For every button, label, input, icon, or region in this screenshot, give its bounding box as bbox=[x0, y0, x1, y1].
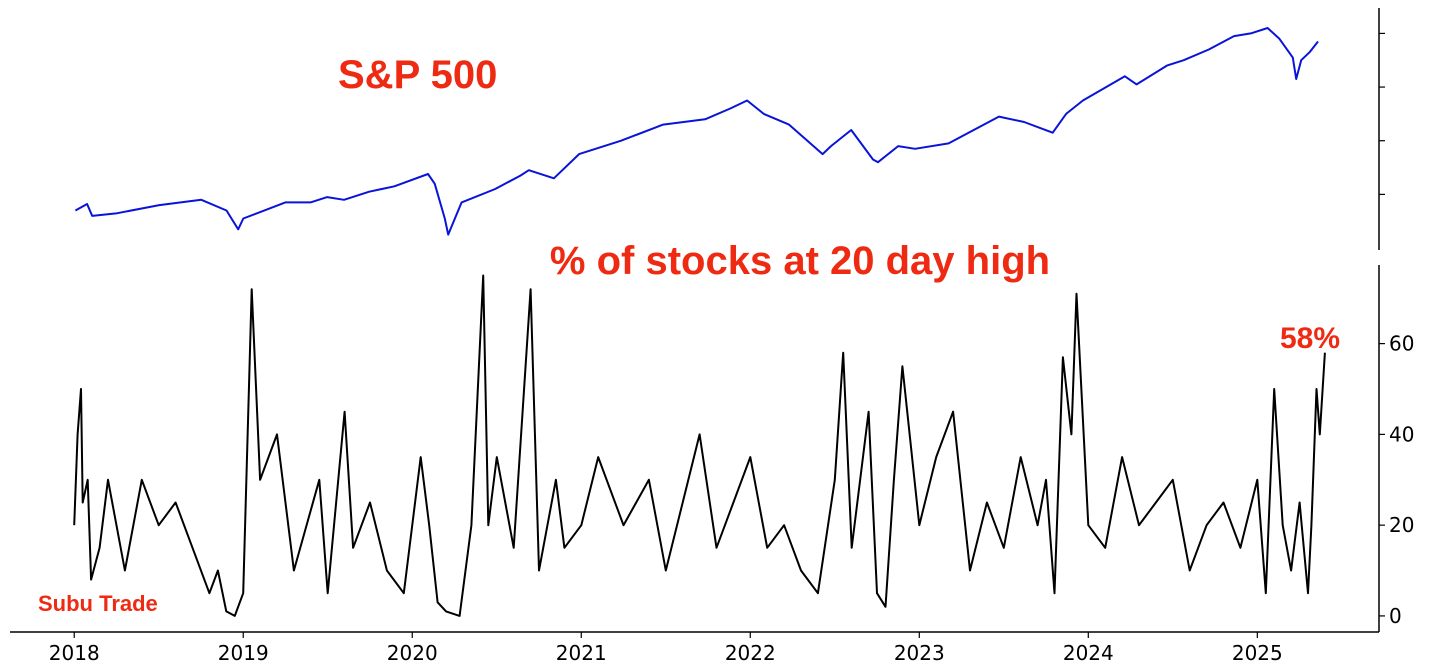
y-tick-label: 40 bbox=[1389, 422, 1414, 446]
x-tick-label: 2021 bbox=[556, 641, 607, 665]
sp500-y-ticks bbox=[1379, 32, 1385, 195]
x-tick-label: 2023 bbox=[894, 641, 945, 665]
sp500-panel: S&P 500 bbox=[74, 8, 1385, 250]
watermark-label: Subu Trade bbox=[38, 591, 158, 616]
x-tick-label: 2018 bbox=[49, 641, 100, 665]
pct-panel: 0 20 40 60 2018 2019 2020 2021 2022 2023 2024 2025… bbox=[10, 239, 1414, 665]
pct-end-label: 58% bbox=[1280, 322, 1340, 355]
x-tick-label: 2020 bbox=[387, 641, 438, 665]
x-tick-label: 2019 bbox=[218, 641, 269, 665]
y-tick-label: 0 bbox=[1389, 604, 1402, 628]
pct-title: % of stocks at 20 day high bbox=[550, 239, 1050, 283]
y-tick-label: 20 bbox=[1389, 513, 1414, 537]
pct-line bbox=[73, 274, 1326, 617]
sp500-line bbox=[74, 27, 1319, 236]
sp500-title: S&P 500 bbox=[338, 53, 497, 97]
x-tick-label: 2022 bbox=[725, 641, 776, 665]
x-ticks: 2018 2019 2020 2021 2022 2023 2024 2025 bbox=[49, 632, 1283, 665]
y-tick-label: 60 bbox=[1389, 332, 1414, 356]
x-tick-label: 2024 bbox=[1063, 641, 1114, 665]
pct-y-ticks: 0 20 40 60 bbox=[1379, 332, 1414, 628]
x-tick-label: 2025 bbox=[1232, 641, 1283, 665]
